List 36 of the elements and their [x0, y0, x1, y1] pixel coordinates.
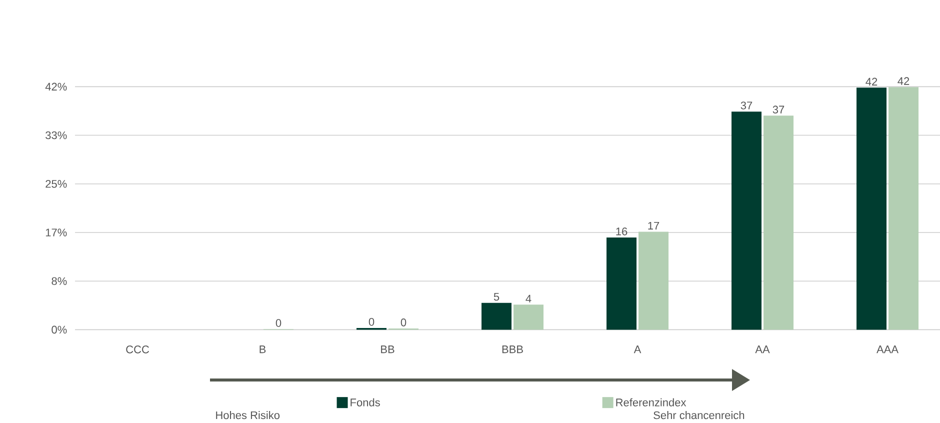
y-tick-label: 8% [52, 277, 67, 285]
bar [732, 112, 762, 330]
data-label: 5 [494, 292, 500, 301]
x-tick-label: AA [755, 346, 770, 354]
bar [482, 302, 512, 330]
legend-label: Fonds [350, 398, 380, 406]
x-tick-label: BB [381, 346, 394, 354]
data-label: 42 [898, 77, 910, 85]
text: Sehr chancenreich [654, 411, 744, 420]
y-tick-label: 25% [46, 180, 67, 188]
data-label: 0 [276, 319, 282, 327]
y-tick-label: 33% [46, 131, 67, 140]
bar [606, 238, 637, 330]
y-tick-label: 0% [52, 326, 67, 334]
text: Hohes Risiko [216, 411, 280, 420]
x-tick-label: BBB [502, 346, 523, 354]
legend-label: Referenzindex [616, 398, 686, 406]
data-label: 37 [740, 102, 752, 110]
bar [764, 116, 794, 330]
x-tick-label: CCC [126, 346, 150, 354]
bar [856, 88, 887, 330]
bar [638, 232, 669, 330]
data-label: 4 [526, 294, 532, 302]
data-label: 0 [368, 318, 374, 326]
x-tick-label: A [634, 346, 642, 354]
data-label: 42 [866, 78, 878, 86]
data-label: 17 [648, 222, 660, 230]
y-tick-label: 17% [46, 228, 67, 236]
data-label: 16 [616, 228, 628, 236]
x-tick-label: AAA [876, 346, 898, 354]
bar [888, 87, 919, 330]
data-label: 37 [772, 106, 784, 114]
x-tick-label: B [260, 346, 266, 354]
bar [514, 304, 544, 330]
data-label: 0 [400, 318, 406, 326]
y-tick-label: 42% [45, 82, 67, 91]
